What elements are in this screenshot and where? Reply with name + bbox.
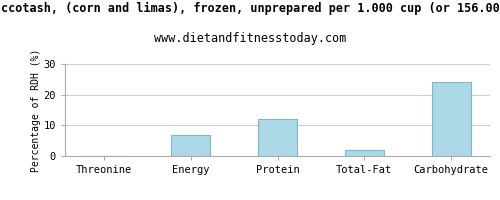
Bar xyxy=(171,135,210,156)
Bar xyxy=(258,119,297,156)
Bar xyxy=(345,150,384,156)
Y-axis label: Percentage of RDH (%): Percentage of RDH (%) xyxy=(30,48,40,172)
Text: ccotash, (corn and limas), frozen, unprepared per 1.000 cup (or 156.00: ccotash, (corn and limas), frozen, unpre… xyxy=(0,2,500,15)
Text: www.dietandfitnesstoday.com: www.dietandfitnesstoday.com xyxy=(154,32,346,45)
Bar xyxy=(432,82,470,156)
